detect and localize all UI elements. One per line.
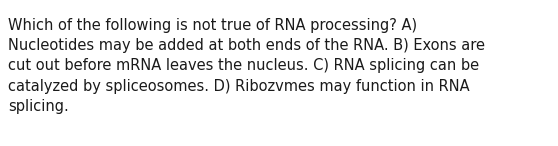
Text: Which of the following is not true of RNA processing? A)
Nucleotides may be adde: Which of the following is not true of RN… [8,18,485,114]
